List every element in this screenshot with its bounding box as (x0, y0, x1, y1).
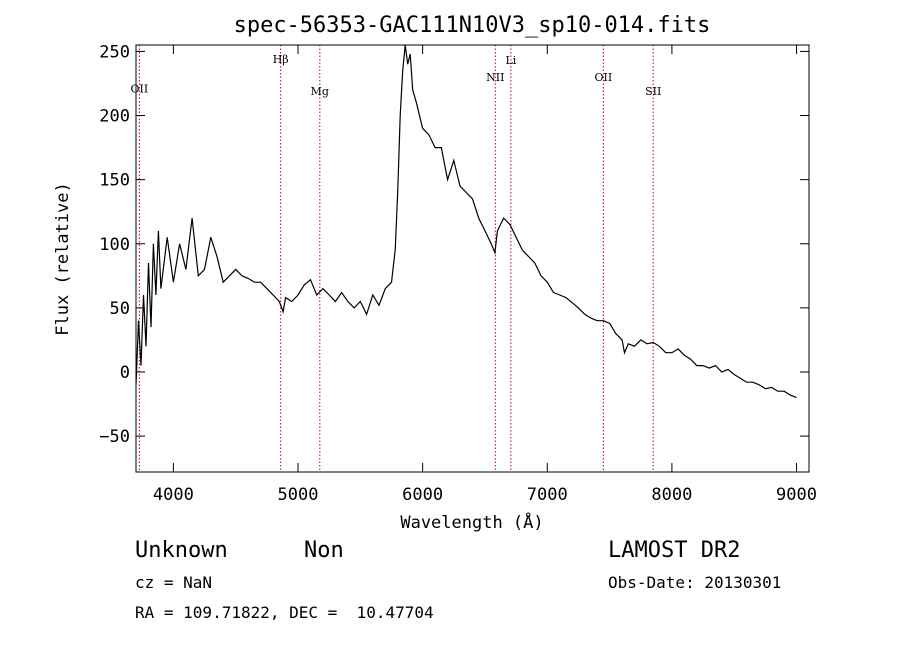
x-tick-label: 8000 (651, 485, 692, 505)
spectral-line-label: SII (645, 85, 661, 98)
spectral-line-label: Mg (311, 85, 329, 98)
survey-name: LAMOST DR2 (608, 538, 741, 563)
x-tick-label: 9000 (776, 485, 817, 505)
x-tick-label: 4000 (153, 485, 194, 505)
y-tick-label: −50 (99, 427, 130, 447)
y-tick-label: 50 (110, 299, 130, 319)
x-tick-label: 6000 (402, 485, 443, 505)
redshift-cz: cz = NaN (135, 573, 213, 592)
spectral-line-label: Li (505, 54, 516, 67)
spectrum-series-line (135, 44, 797, 399)
x-tick-label: 5000 (278, 485, 319, 505)
sky-coordinates: RA = 109.71822, DEC = 10.47704 (135, 603, 434, 622)
spectral-line-label: NII (486, 71, 504, 84)
spectral-line-label: Hβ (273, 53, 289, 66)
axis-ticks: 4000 5000 6000 7000 8000 9000 −50 0 50 100 150 200 2… (99, 42, 817, 505)
observation-date: Obs-Date: 20130301 (608, 573, 782, 592)
y-tick-label: 150 (99, 171, 130, 191)
object-subclass: Non (304, 538, 344, 563)
x-tick-label: 7000 (527, 485, 568, 505)
chart-title: spec-56353-GAC111N10V3_sp10-014.fits (234, 13, 711, 38)
object-class: Unknown (135, 538, 228, 563)
y-tick-label: 100 (99, 235, 130, 255)
plot-frame (135, 44, 810, 473)
spectral-line-label: OII (131, 82, 149, 95)
spectral-line-label: OII (595, 71, 613, 84)
y-tick-label: 0 (120, 363, 130, 383)
y-tick-label: 250 (99, 42, 130, 62)
y-tick-label: 200 (99, 107, 130, 127)
y-axis-label: Flux (relative) (53, 182, 73, 336)
x-axis-label: Wavelength (Å) (400, 511, 543, 533)
